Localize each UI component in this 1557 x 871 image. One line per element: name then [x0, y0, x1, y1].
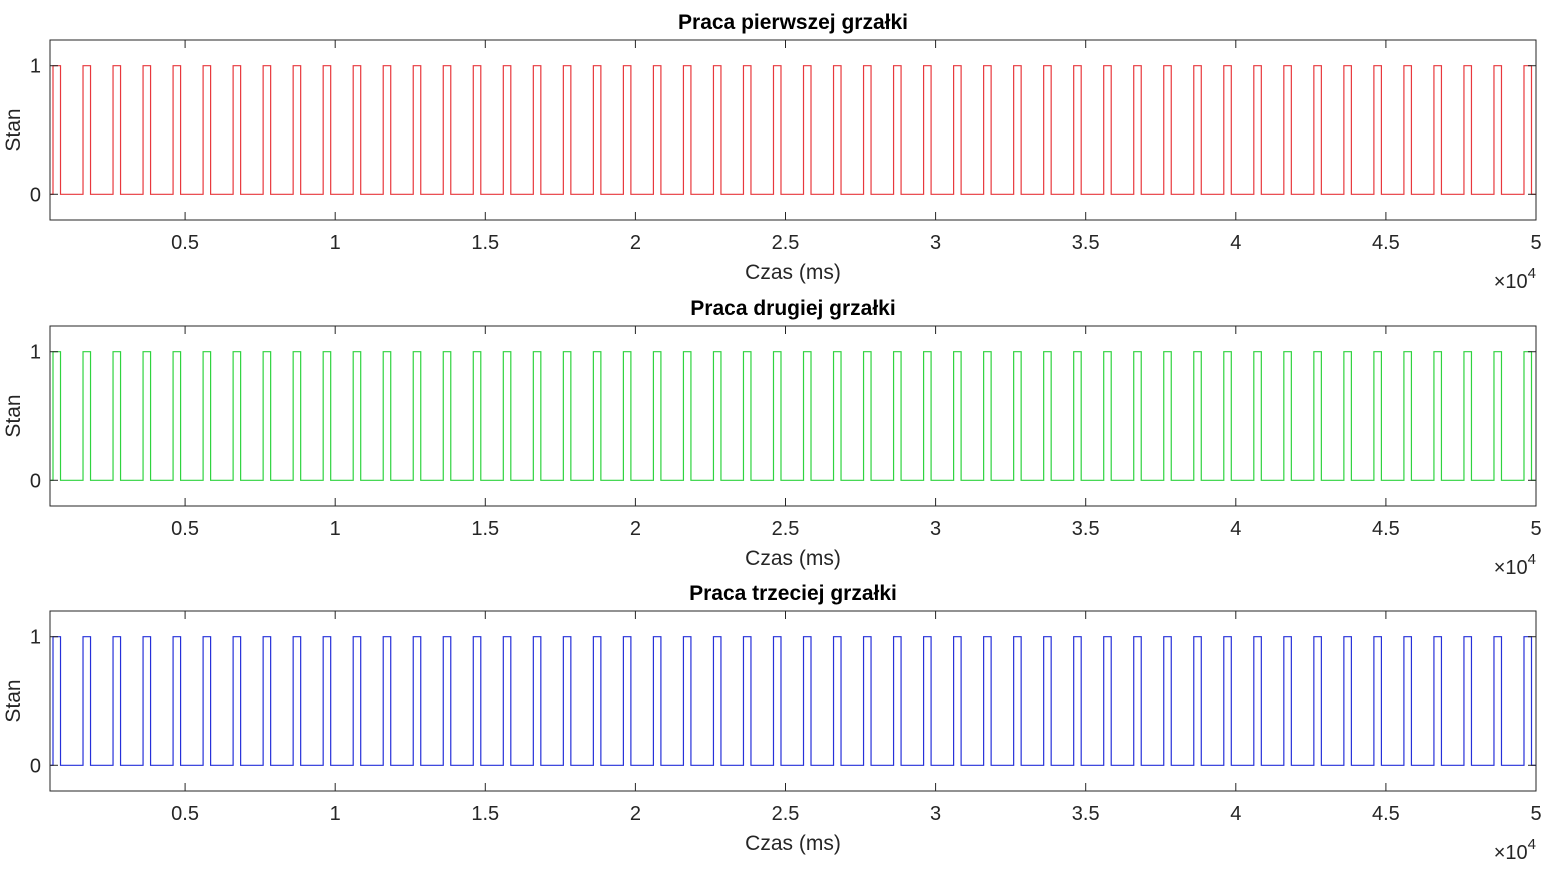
heater-3-title: Praca trzeciej grzałki [689, 582, 897, 605]
heater-2-x-tick-label: 1.5 [471, 518, 499, 540]
heater-1-x-axis-label: Czas (ms) [745, 261, 841, 284]
heater-1-x-tick-label: 4 [1230, 232, 1241, 254]
heater-2-axes-box [49, 325, 1537, 507]
heater-3-x-tick-label: 2.5 [772, 803, 800, 825]
heater-1-title: Praca pierwszej grzałki [678, 11, 908, 34]
heater-3-y-axis-label: Stan [2, 679, 25, 722]
heater-3-y-tick-label: 0 [30, 755, 41, 777]
heater-2-x-multiplier: ×104 [1494, 551, 1536, 579]
heater-1-x-tick-label: 0.5 [171, 232, 199, 254]
heater-3-y-tick-label: 1 [30, 627, 41, 649]
heater-2-x-tick-label: 4 [1230, 518, 1241, 540]
heater-1-signal-line [50, 65, 1536, 195]
heater-3-chart: 0.5 1 1.5 2 2.5 3 3.5 4 4.5 5 0 1 Praca trzeciej grz… [2, 582, 1542, 864]
heater-3-x-tick-label: 1 [330, 803, 341, 825]
heater-3-x-multiplier-base: ×10 [1494, 842, 1528, 864]
heater-1-x-tick-label: 3 [930, 232, 941, 254]
heater-2-x-tick-label: 0.5 [171, 518, 199, 540]
heater-2-x-tick-label: 4.5 [1372, 518, 1400, 540]
heater-2-x-multiplier-exponent: 4 [1528, 551, 1536, 568]
heater-3-signal-line [50, 636, 1536, 766]
heater-2-x-multiplier-base: ×10 [1494, 557, 1528, 579]
heater-3-x-tick-label: 4 [1230, 803, 1241, 825]
heater-3-x-tick-label: 5 [1530, 803, 1541, 825]
heater-1-y-tick-label: 0 [30, 184, 41, 206]
heater-1-x-tick-label: 2.5 [772, 232, 800, 254]
heater-2-x-tick-label: 2 [630, 518, 641, 540]
heater-2-chart: 0.5 1 1.5 2 2.5 3 3.5 4 4.5 5 0 1 Praca drugiej grza… [2, 297, 1542, 579]
heater-3-x-multiplier-exponent: 4 [1528, 836, 1536, 853]
heater-1-chart: 0.5 1 1.5 2 2.5 3 3.5 4 4.5 5 0 1 Praca pierwszej gr… [2, 11, 1542, 293]
heater-1-axes-box [49, 39, 1537, 221]
heater-2-y-tick-label: 0 [30, 470, 41, 492]
heater-3-x-multiplier: ×104 [1494, 836, 1536, 864]
heater-1-x-tick-label: 1 [330, 232, 341, 254]
heater-1-y-tick-label: 1 [30, 56, 41, 78]
heater-1-x-tick-label: 4.5 [1372, 232, 1400, 254]
heater-1-y-axis-label: Stan [2, 108, 25, 151]
heater-2-x-tick-label: 2.5 [772, 518, 800, 540]
heater-1-x-multiplier-exponent: 4 [1528, 265, 1536, 282]
heater-2-x-tick-label: 3.5 [1072, 518, 1100, 540]
heater-3-x-tick-label: 2 [630, 803, 641, 825]
heater-2-x-tick-label: 3 [930, 518, 941, 540]
heater-2-y-tick-label: 1 [30, 342, 41, 364]
heater-2-x-tick-label: 5 [1530, 518, 1541, 540]
heater-3-x-tick-label: 3 [930, 803, 941, 825]
heater-1-x-tick-label: 5 [1530, 232, 1541, 254]
heater-3-x-tick-label: 0.5 [171, 803, 199, 825]
heater-1-x-tick-label: 2 [630, 232, 641, 254]
heater-2-title: Praca drugiej grzałki [690, 297, 895, 320]
heater-2-y-axis-label: Stan [2, 394, 25, 437]
heater-3-x-axis-label: Czas (ms) [745, 832, 841, 855]
heater-3-x-tick-label: 3.5 [1072, 803, 1100, 825]
heater-1-x-multiplier: ×104 [1494, 265, 1536, 293]
heater-1-x-tick-label: 3.5 [1072, 232, 1100, 254]
heater-2-x-axis-label: Czas (ms) [745, 547, 841, 570]
heater-2-signal-line [50, 351, 1536, 481]
heater-1-x-multiplier-base: ×10 [1494, 271, 1528, 293]
heater-2-x-tick-label: 1 [330, 518, 341, 540]
heater-1-x-tick-label: 1.5 [471, 232, 499, 254]
heater-3-axes-box [49, 610, 1537, 792]
heater-3-x-tick-label: 4.5 [1372, 803, 1400, 825]
heater-3-x-tick-label: 1.5 [471, 803, 499, 825]
